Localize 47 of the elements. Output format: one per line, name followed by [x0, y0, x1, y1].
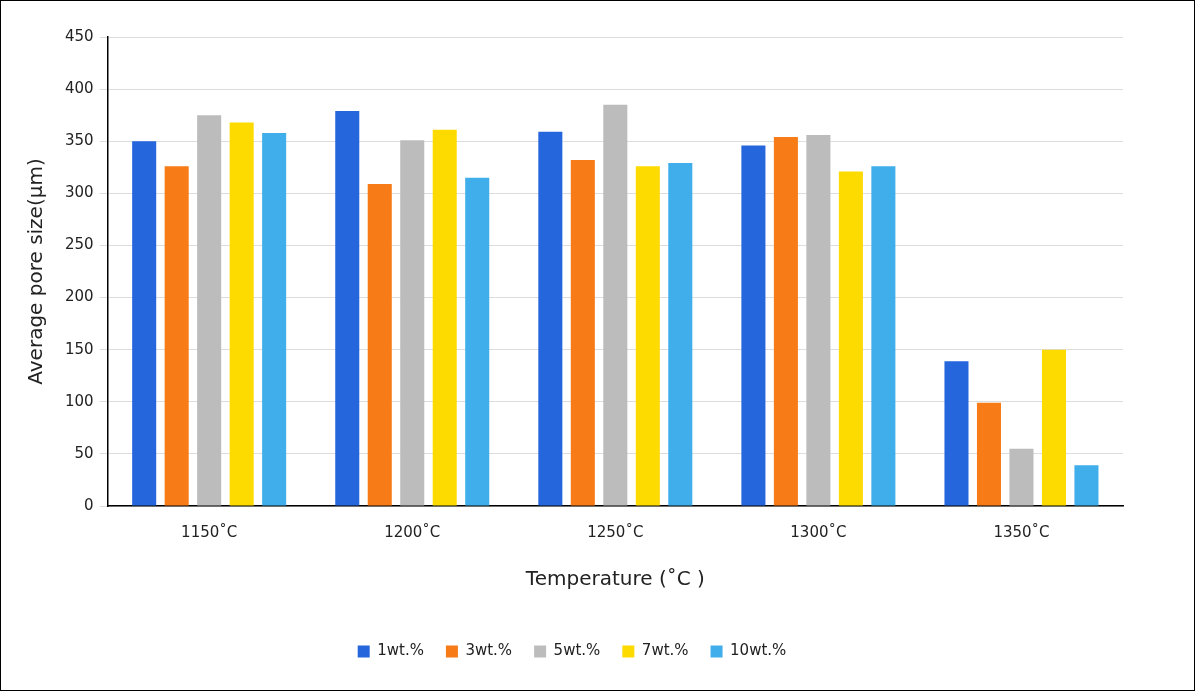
bar	[367, 183, 392, 506]
bar	[944, 361, 969, 506]
bar	[806, 134, 831, 506]
y-tick-label: 200	[64, 287, 94, 306]
x-tick-label: 1200˚C	[384, 522, 441, 541]
bar	[538, 131, 563, 506]
y-tick-label: 0	[84, 495, 94, 514]
y-axis-title: Average pore size(μm)	[23, 158, 48, 385]
legend-label: 7wt.%	[641, 641, 689, 660]
bar	[668, 163, 693, 506]
bar	[603, 104, 628, 506]
y-tick-label: 250	[64, 235, 94, 254]
x-tick-label: 1150˚C	[181, 522, 238, 541]
bar	[773, 137, 798, 506]
bar	[838, 171, 863, 506]
x-tick-label: 1250˚C	[587, 522, 644, 541]
legend-label: 1wt.%	[377, 641, 424, 660]
x-axis-title: Temperature (˚C )	[524, 566, 705, 591]
y-tick-label: 300	[64, 183, 94, 202]
bar	[262, 132, 287, 506]
legend-label: 5wt.%	[553, 641, 601, 660]
bar	[335, 111, 360, 506]
y-tick-label: 400	[64, 79, 94, 97]
bar	[570, 159, 595, 506]
x-tick-label: 1300˚C	[790, 522, 847, 541]
bar	[197, 115, 222, 506]
y-tick-label: 350	[64, 131, 94, 150]
y-tick-label: 50	[74, 443, 94, 462]
bar	[1009, 448, 1034, 506]
x-tick-label: 1350˚C	[993, 522, 1050, 541]
bar	[432, 129, 457, 506]
bar	[976, 402, 1001, 506]
y-tick-label: 100	[64, 391, 94, 410]
legend-label: 3wt.%	[465, 641, 513, 660]
bar	[1041, 349, 1066, 506]
bar	[164, 166, 189, 506]
bar	[465, 177, 490, 506]
bar	[132, 141, 157, 506]
legend-label: 10wt.%	[730, 641, 787, 660]
bar	[741, 145, 766, 506]
y-tick-label: 450	[64, 26, 94, 45]
y-tick-label: 150	[64, 339, 94, 358]
bar	[1074, 465, 1099, 506]
bar	[400, 140, 425, 506]
bar	[229, 122, 254, 506]
bar	[871, 166, 896, 506]
bar	[635, 166, 660, 506]
